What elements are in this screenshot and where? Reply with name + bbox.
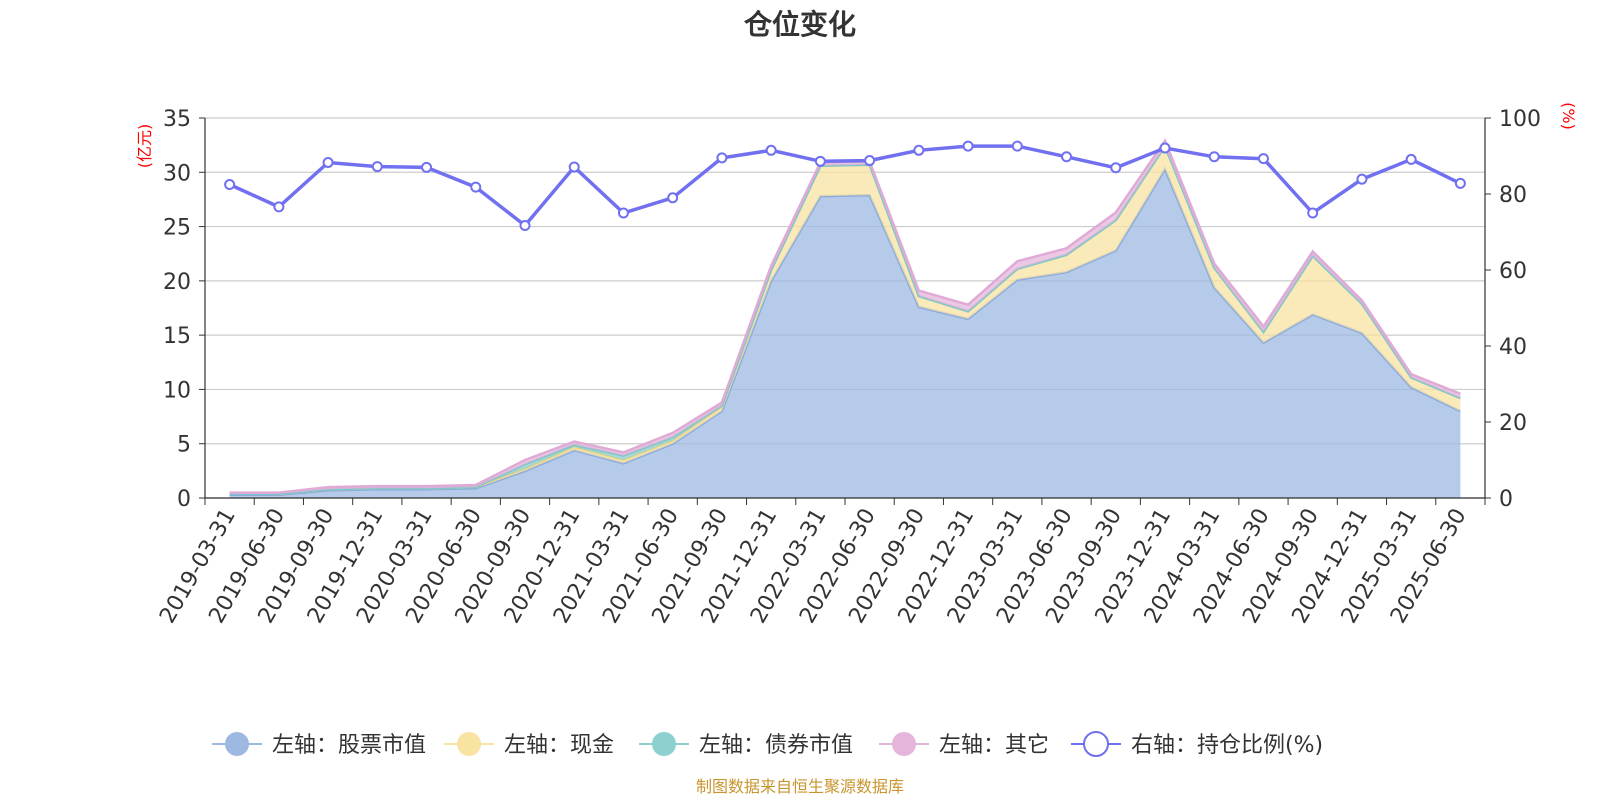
area-左轴：股票市值 [229, 169, 1461, 498]
right-axis-tick-label: 80 [1499, 183, 1527, 208]
ratio-point [667, 192, 679, 204]
right-axis-tick-label: 40 [1499, 335, 1527, 360]
ratio-point [962, 140, 974, 152]
left-axis-tick-label: 0 [177, 487, 191, 512]
legend-item: 左轴：债券市值 [639, 732, 853, 758]
left-axis-tick-label: 15 [163, 324, 191, 349]
left-axis-tick-label: 30 [163, 161, 191, 186]
legend-label: 左轴：现金 [504, 733, 614, 758]
legend: 左轴：股票市值 左轴：现金 左轴：债券市值 左轴：其它 右轴：持仓比例(%) [212, 731, 1323, 758]
ratio-point [1110, 162, 1122, 174]
ratio-point [322, 156, 334, 168]
legend-circle-icon [892, 732, 916, 756]
area-series [229, 138, 1461, 498]
ratio-point [1061, 151, 1073, 163]
legend-label: 右轴：持仓比例(%) [1131, 733, 1323, 758]
left-axis-tick-label: 35 [163, 107, 191, 132]
right-axis-tick-label: 20 [1499, 411, 1527, 436]
ratio-point [617, 207, 629, 219]
legend-circle-icon [652, 732, 676, 756]
ratio-point [421, 161, 433, 173]
legend-label: 左轴：其它 [939, 733, 1049, 758]
ratio-point [1356, 173, 1368, 185]
ratio-point [913, 144, 925, 156]
legend-item: 左轴：股票市值 [212, 732, 426, 758]
ratio-point [814, 155, 826, 167]
ratio-point [519, 220, 531, 232]
left-axis-unit: (亿元) [135, 124, 154, 169]
ratio-point [1159, 142, 1171, 154]
legend-item: 左轴：现金 [444, 732, 614, 758]
ratio-point [224, 179, 236, 190]
legend-label: 左轴：股票市值 [272, 733, 426, 758]
right-axis-tick-label: 60 [1499, 259, 1527, 284]
ratio-point [1307, 207, 1319, 219]
left-axis-tick-label: 10 [163, 378, 191, 403]
legend-label: 左轴：债券市值 [699, 733, 853, 758]
ratio-line [228, 144, 1462, 228]
right-axis-tick-label: 0 [1499, 487, 1513, 512]
legend-circle-icon [1083, 731, 1109, 757]
ratio-point [1405, 153, 1417, 165]
left-axis-tick-label: 25 [163, 216, 191, 241]
chart-title: 仓位变化 [744, 8, 856, 41]
ratio-point [273, 201, 285, 213]
ratio-point [1011, 140, 1023, 152]
legend-circle-icon [225, 732, 249, 756]
ratio-point [568, 161, 580, 173]
legend-item: 左轴：其它 [879, 732, 1049, 758]
ratio-point [765, 144, 777, 156]
ratio-point [1208, 151, 1220, 163]
left-axis-tick-label: 5 [177, 433, 191, 458]
ratio-point [1257, 153, 1269, 165]
ratio-point [470, 181, 482, 193]
right-axis-tick-label: 100 [1499, 107, 1541, 132]
left-axis-tick-label: 20 [163, 270, 191, 295]
ratio-point [716, 152, 728, 164]
legend-item: 右轴：持仓比例(%) [1071, 731, 1323, 758]
data-source-note: 制图数据来自恒生聚源数据库 [696, 777, 904, 796]
ratio-point [864, 155, 876, 167]
ratio-point [371, 161, 383, 173]
ratio-point [1454, 177, 1466, 189]
ratio-line-series [224, 140, 1466, 232]
legend-circle-icon [457, 732, 481, 756]
right-axis-unit: (%) [1559, 102, 1578, 130]
